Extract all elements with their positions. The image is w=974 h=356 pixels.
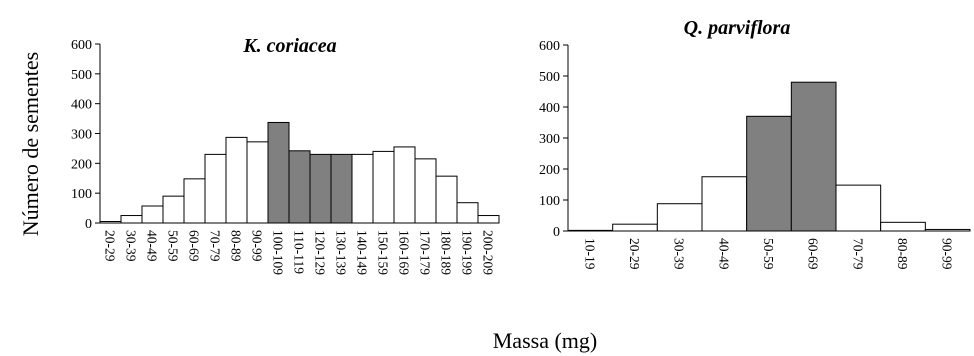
bar-k-coriacea-110-119: [288, 150, 311, 224]
bar-k-coriacea-150-159: [372, 150, 395, 224]
x-tick-label-k-coriacea-200-209: 200-209: [481, 230, 496, 275]
x-tick-label-k-coriacea-20-29: 20-29: [103, 230, 118, 262]
y-tick-label-q-parviflora-200: 200: [539, 163, 560, 178]
bar-k-coriacea-80-89: [225, 136, 248, 224]
bar-q-parviflora-70-79: [835, 184, 882, 232]
x-tick-label-q-parviflora-20-29: 20-29: [627, 238, 642, 270]
x-tick-label-q-parviflora-40-49: 40-49: [716, 238, 731, 270]
x-tick-label-q-parviflora-80-89: 80-89: [895, 238, 910, 270]
y-tick-label-q-parviflora-300: 300: [539, 132, 560, 147]
y-tick-label-k-coriacea-0: 0: [85, 217, 92, 232]
x-tick-label-k-coriacea-90-99: 90-99: [250, 230, 265, 262]
x-tick-label-q-parviflora-70-79: 70-79: [850, 238, 865, 270]
x-tick-label-q-parviflora-50-59: 50-59: [761, 238, 776, 270]
bar-k-coriacea-120-129: [309, 153, 332, 224]
bar-k-coriacea-30-39: [120, 215, 143, 224]
bar-k-coriacea-190-199: [456, 202, 479, 224]
x-tick-label-q-parviflora-90-99: 90-99: [940, 238, 955, 270]
y-tick-label-k-coriacea-300: 300: [71, 128, 92, 143]
x-tick-label-k-coriacea-70-79: 70-79: [208, 230, 223, 262]
bar-k-coriacea-130-139: [330, 153, 353, 224]
bar-q-parviflora-60-69: [790, 81, 837, 232]
x-tick-label-k-coriacea-30-39: 30-39: [124, 230, 139, 262]
y-tick-label-k-coriacea-500: 500: [71, 68, 92, 83]
panel-title-q-parviflora: Q. parviflora: [684, 17, 791, 39]
bar-k-coriacea-60-69: [183, 178, 206, 224]
bar-q-parviflora-30-39: [656, 203, 703, 232]
bar-k-coriacea-200-209: [477, 215, 500, 224]
x-tick-label-k-coriacea-160-169: 160-169: [397, 230, 412, 275]
bar-q-parviflora-50-59: [746, 115, 792, 232]
bar-k-coriacea-140-149: [351, 153, 374, 224]
x-tick-label-q-parviflora-10-19: 10-19: [582, 238, 597, 270]
x-axis-label: Massa (mg): [493, 328, 597, 353]
bar-k-coriacea-50-59: [162, 195, 185, 224]
x-tick-label-k-coriacea-130-139: 130-139: [334, 230, 349, 275]
x-tick-label-k-coriacea-80-89: 80-89: [229, 230, 244, 262]
x-tick-label-k-coriacea-150-159: 150-159: [376, 230, 391, 275]
y-tick-label-k-coriacea-100: 100: [71, 187, 92, 202]
x-tick-label-q-parviflora-60-69: 60-69: [806, 238, 821, 270]
bar-k-coriacea-40-49: [141, 205, 164, 224]
bar-q-parviflora-80-89: [880, 221, 926, 232]
x-tick-label-k-coriacea-140-149: 140-149: [355, 230, 370, 275]
bar-k-coriacea-170-179: [414, 158, 437, 224]
x-tick-label-k-coriacea-40-49: 40-49: [145, 230, 160, 262]
bar-k-coriacea-160-169: [393, 146, 416, 224]
y-tick-label-q-parviflora-0: 0: [553, 225, 560, 240]
x-tick-label-k-coriacea-120-129: 120-129: [313, 230, 328, 275]
y-tick-label-k-coriacea-600: 600: [71, 38, 92, 53]
y-tick-label-q-parviflora-600: 600: [539, 39, 560, 54]
bar-k-coriacea-70-79: [204, 153, 227, 224]
x-tick-label-k-coriacea-60-69: 60-69: [187, 230, 202, 262]
bar-k-coriacea-180-189: [435, 175, 458, 224]
x-tick-label-k-coriacea-50-59: 50-59: [166, 230, 181, 262]
chart-panel-k-coriacea: K. coriacea 0 100 200 300 400 500 600 20-29 30-3…: [71, 35, 500, 275]
y-axis-label: Número de sementes: [18, 52, 43, 237]
panel-title-k-coriacea: K. coriacea: [242, 35, 336, 57]
x-tick-label-k-coriacea-180-189: 180-189: [439, 230, 454, 275]
y-tick-label-q-parviflora-100: 100: [539, 194, 560, 209]
bar-q-parviflora-20-29: [612, 223, 658, 232]
y-tick-label-k-coriacea-400: 400: [71, 98, 92, 113]
x-tick-label-k-coriacea-170-179: 170-179: [418, 230, 433, 275]
x-tick-label-q-parviflora-30-39: 30-39: [672, 238, 687, 270]
x-tick-label-k-coriacea-190-199: 190-199: [460, 230, 475, 275]
y-tick-label-k-coriacea-200: 200: [71, 157, 92, 172]
x-tick-label-k-coriacea-100-109: 100-109: [271, 230, 286, 275]
y-tick-label-q-parviflora-400: 400: [539, 101, 560, 116]
y-tick-label-q-parviflora-500: 500: [539, 70, 560, 85]
bar-q-parviflora-40-49: [701, 176, 748, 232]
x-tick-label-k-coriacea-110-119: 110-119: [292, 230, 307, 274]
bar-k-coriacea-100-109: [267, 121, 290, 224]
bar-k-coriacea-90-99: [246, 141, 269, 224]
chart-panel-q-parviflora: Q. parviflora 0 100 200 300 400 500 600 10-19 20…: [539, 17, 971, 270]
